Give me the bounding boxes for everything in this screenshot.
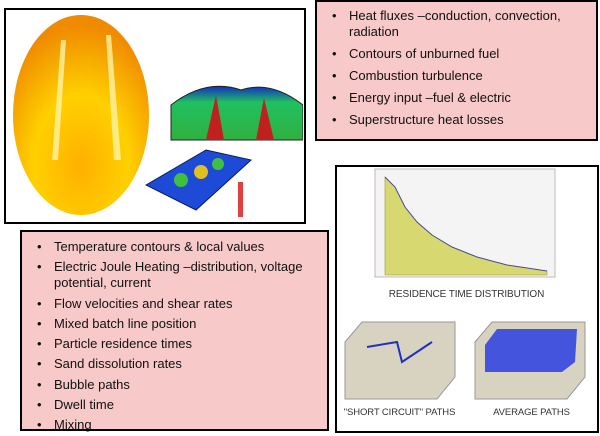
bullet-box: Heat fluxes –conduction, convection, rad…	[315, 0, 598, 141]
tank-short-circuit	[344, 321, 456, 400]
bullet: Superstructure heat losses	[332, 112, 590, 128]
furnace-floor	[144, 149, 253, 211]
bullet-box: Temperature contours & local values Elec…	[20, 230, 329, 433]
flame-plume	[106, 35, 121, 160]
bullet: Heat fluxes –conduction, convection, rad…	[332, 8, 590, 40]
color-scale	[238, 182, 243, 217]
bullet: Sand dissolution rates	[37, 356, 321, 372]
bullet: Flow velocities and shear rates	[37, 296, 321, 312]
flame-plume	[52, 40, 66, 160]
bullet: Temperature contours & local values	[37, 239, 321, 255]
caption: "SHORT CIRCUIT" PATHS	[343, 407, 456, 418]
bullet-list: Heat fluxes –conduction, convection, rad…	[323, 8, 590, 128]
bullet: Dwell time	[37, 397, 321, 413]
dome-hotspot	[206, 95, 224, 140]
floor-spot	[174, 173, 188, 187]
dome-contour	[170, 85, 304, 141]
average-path-cloud	[485, 329, 577, 372]
combustion-image-panel	[4, 8, 306, 224]
caption: AVERAGE PATHS	[493, 407, 570, 418]
bullet: Combustion turbulence	[332, 68, 590, 84]
bullet: Mixing	[37, 417, 321, 433]
bullet-list: Temperature contours & local values Elec…	[28, 239, 321, 433]
bullet: Mixed batch line position	[37, 316, 321, 332]
floor-spot	[212, 158, 224, 170]
flow-image-panel: RESIDENCE TIME DISTRIBUTION "SHORT CIRCU…	[335, 165, 599, 433]
dome-hotspot	[256, 98, 274, 140]
short-circuit-path	[366, 340, 433, 364]
floor-spot	[194, 165, 208, 179]
bullet: Energy input –fuel & electric	[332, 90, 590, 106]
flame-view	[13, 15, 149, 215]
flow-images	[344, 168, 586, 400]
bullet: Bubble paths	[37, 377, 321, 393]
bullet: Contours of unburned fuel	[332, 46, 590, 62]
histogram-curve	[384, 176, 548, 272]
bullet: Particle residence times	[37, 336, 321, 352]
caption: RESIDENCE TIME DISTRIBUTION	[388, 289, 545, 300]
combustion-images	[13, 15, 304, 217]
bullet: Electric Joule Heating –distribution, vo…	[37, 259, 321, 291]
